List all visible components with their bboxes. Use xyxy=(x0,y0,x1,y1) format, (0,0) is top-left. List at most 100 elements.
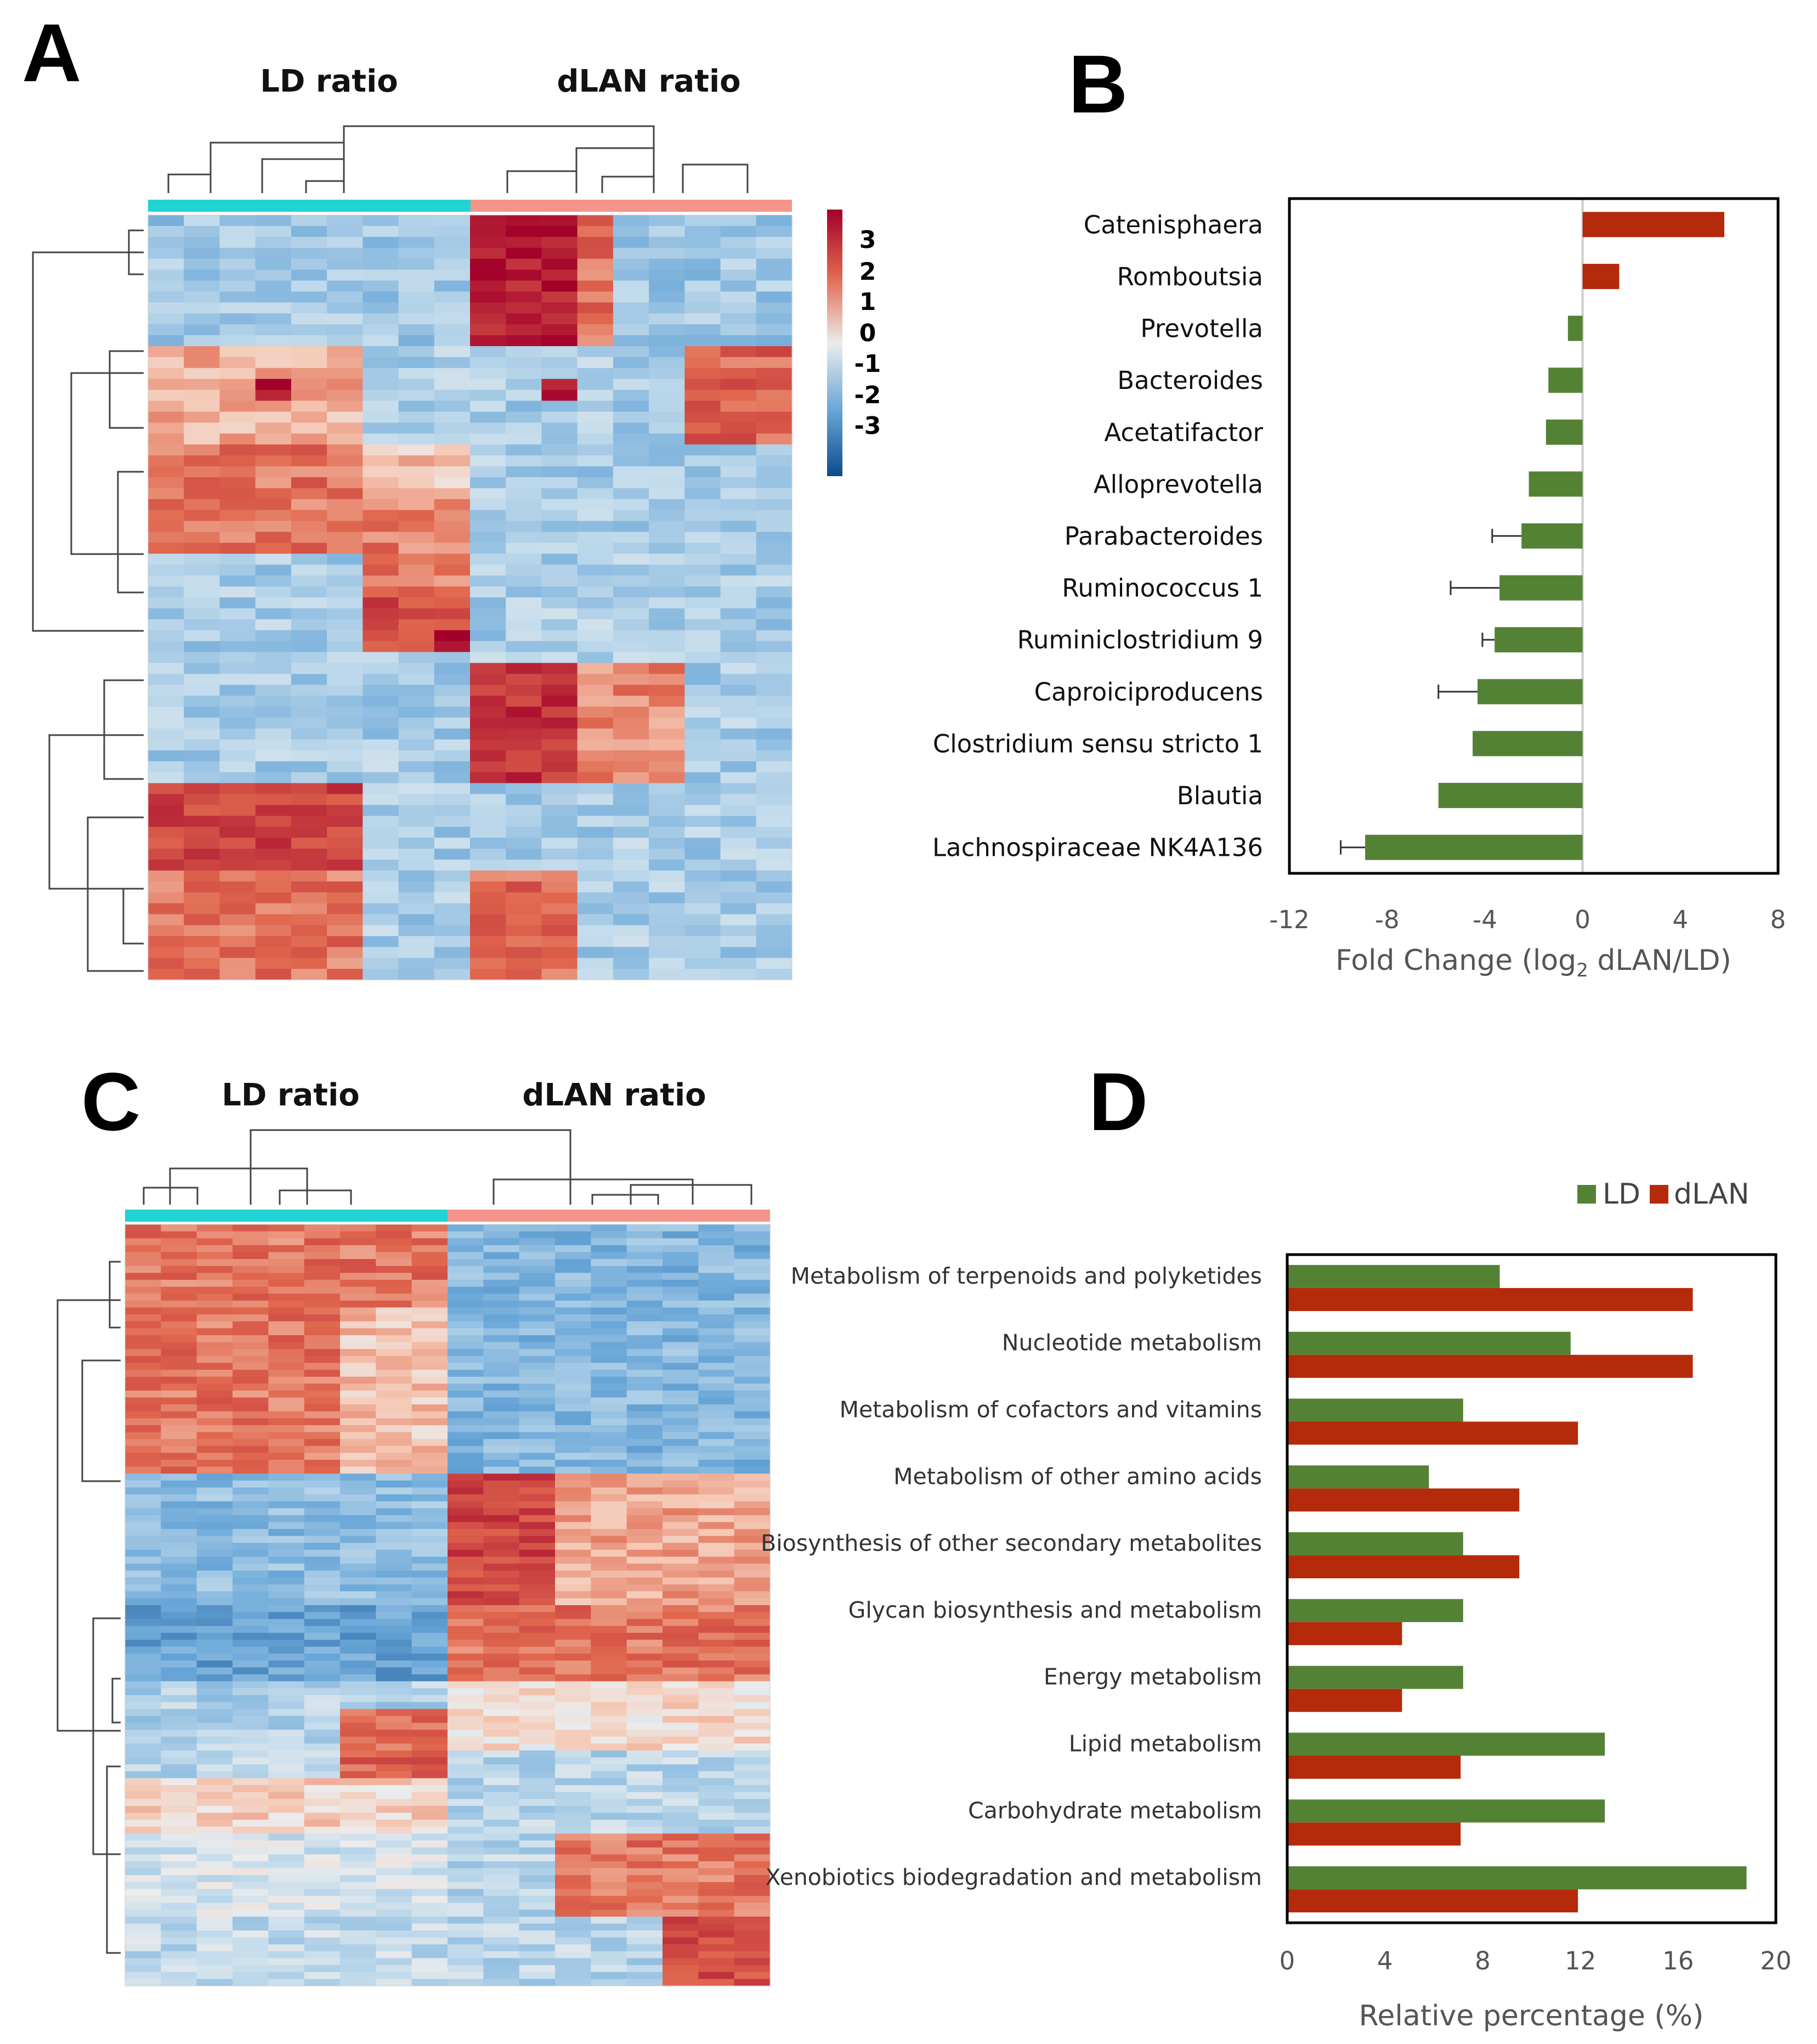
heatmap-cell xyxy=(376,1273,412,1280)
heatmap-cell xyxy=(591,1494,627,1502)
heatmap-cell xyxy=(340,1591,376,1599)
heatmap-cell xyxy=(196,1439,233,1447)
heatmap-cell xyxy=(555,1667,591,1675)
heatmap-cell xyxy=(184,280,220,292)
heatmap-cell xyxy=(363,805,399,816)
heatmap-cell xyxy=(448,1591,484,1599)
heatmap-cell xyxy=(255,225,292,238)
heatmap-cell xyxy=(626,1224,663,1232)
heatmap-cell xyxy=(304,1446,341,1453)
heatmap-cell xyxy=(291,619,327,631)
heatmap-cell xyxy=(398,903,435,915)
heatmap-cell xyxy=(125,1681,161,1689)
heatmap-cell xyxy=(233,1453,269,1460)
heatmap-cell xyxy=(626,1951,663,1959)
heatmap-cell xyxy=(734,1820,771,1827)
heatmap-cell xyxy=(268,1425,305,1433)
heatmap-cell xyxy=(340,1328,376,1336)
heatmap-cell xyxy=(626,1979,663,1986)
panel-d-chart: Metabolism of terpenoids and polyketides… xyxy=(761,1263,1792,1975)
heatmap-cell xyxy=(720,750,757,762)
heatmap-cell xyxy=(698,1861,735,1869)
heatmap-cell xyxy=(304,1792,341,1799)
heatmap-cell xyxy=(233,1875,269,1883)
heatmap-cell xyxy=(161,1882,197,1889)
heatmap-cell xyxy=(613,761,649,773)
heatmap-cell xyxy=(734,1598,771,1606)
heatmap-cell xyxy=(663,1625,699,1634)
heatmap-cell xyxy=(196,1930,233,1938)
heatmap-cell xyxy=(577,346,614,358)
heatmap-cell xyxy=(483,1584,520,1592)
heatmap-cell xyxy=(255,696,292,707)
heatmap-cell xyxy=(577,925,614,936)
heatmap-cell xyxy=(684,313,721,325)
heatmap-cell xyxy=(756,335,793,347)
heatmap-cell xyxy=(483,1328,520,1336)
heatmap-cell xyxy=(663,1570,699,1578)
heatmap-cell xyxy=(577,532,614,544)
heatmap-cell xyxy=(434,739,471,751)
heatmap-cell xyxy=(734,1951,771,1959)
heatmap-cell xyxy=(411,1750,448,1758)
heatmap-cell xyxy=(161,1294,197,1301)
heatmap-cell xyxy=(363,335,399,347)
category-label: Caproiciproducens xyxy=(1034,677,1263,707)
heatmap-cell xyxy=(626,1245,663,1253)
heatmap-cell xyxy=(663,1279,699,1288)
heatmap-cell xyxy=(233,1930,269,1938)
heatmap-cell xyxy=(506,586,542,598)
heatmap-cell xyxy=(720,707,757,718)
heatmap-cell xyxy=(577,936,614,947)
heatmap-cell xyxy=(591,1294,627,1301)
heatmap-cell xyxy=(268,1930,305,1938)
heatmap-cell xyxy=(663,1446,699,1453)
heatmap-cell xyxy=(577,696,614,707)
heatmap-cell xyxy=(233,1238,269,1246)
heatmap-cell xyxy=(398,499,435,511)
heatmap-cell xyxy=(363,707,399,718)
heatmap-cell xyxy=(340,1473,376,1481)
heatmap-cell xyxy=(304,1335,341,1343)
heatmap-cell xyxy=(161,1252,197,1260)
heatmap-cell xyxy=(255,859,292,871)
heatmap-cell xyxy=(626,1356,663,1363)
heatmap-cell xyxy=(541,859,578,871)
heatmap-cell xyxy=(219,488,256,500)
heatmap-cell xyxy=(734,1363,771,1370)
heatmap-cell xyxy=(448,1875,484,1883)
heatmap-cell xyxy=(555,1522,591,1529)
heatmap-cell xyxy=(304,1376,341,1384)
category-label: Lachnospiraceae NK4A136 xyxy=(932,833,1263,862)
heatmap-cell xyxy=(434,849,471,860)
heatmap-cell xyxy=(649,215,685,227)
heatmap-cell xyxy=(411,1674,448,1682)
heatmap-cell xyxy=(161,1591,197,1599)
heatmap-cell xyxy=(184,433,220,445)
heatmap-cell xyxy=(411,1910,448,1917)
heatmap-cell xyxy=(233,1660,269,1668)
heatmap-cell xyxy=(434,488,471,500)
heatmap-cell xyxy=(756,772,793,784)
heatmap-cell xyxy=(161,1625,197,1634)
heatmap-cell xyxy=(591,1543,627,1550)
heatmap-cell xyxy=(591,1799,627,1806)
heatmap-cell xyxy=(649,619,685,631)
heatmap-cell xyxy=(720,881,757,893)
heatmap-cell xyxy=(161,1473,197,1481)
heatmap-cell xyxy=(184,368,220,380)
heatmap-cell xyxy=(363,543,399,554)
heatmap-cell xyxy=(196,1231,233,1239)
heatmap-cell xyxy=(255,291,292,303)
heatmap-cell xyxy=(268,1944,305,1952)
heatmap-cell xyxy=(626,1529,663,1537)
heatmap-cell xyxy=(734,1736,771,1744)
heatmap-cell xyxy=(519,1889,556,1896)
heatmap-cell xyxy=(519,1826,556,1834)
heatmap-cell xyxy=(268,1411,305,1419)
heatmap-cell xyxy=(519,1224,556,1232)
heatmap-cell xyxy=(519,1882,556,1889)
heatmap-cell xyxy=(519,1279,556,1288)
heatmap-cell xyxy=(376,1266,412,1273)
heatmap-cell xyxy=(340,1245,376,1253)
